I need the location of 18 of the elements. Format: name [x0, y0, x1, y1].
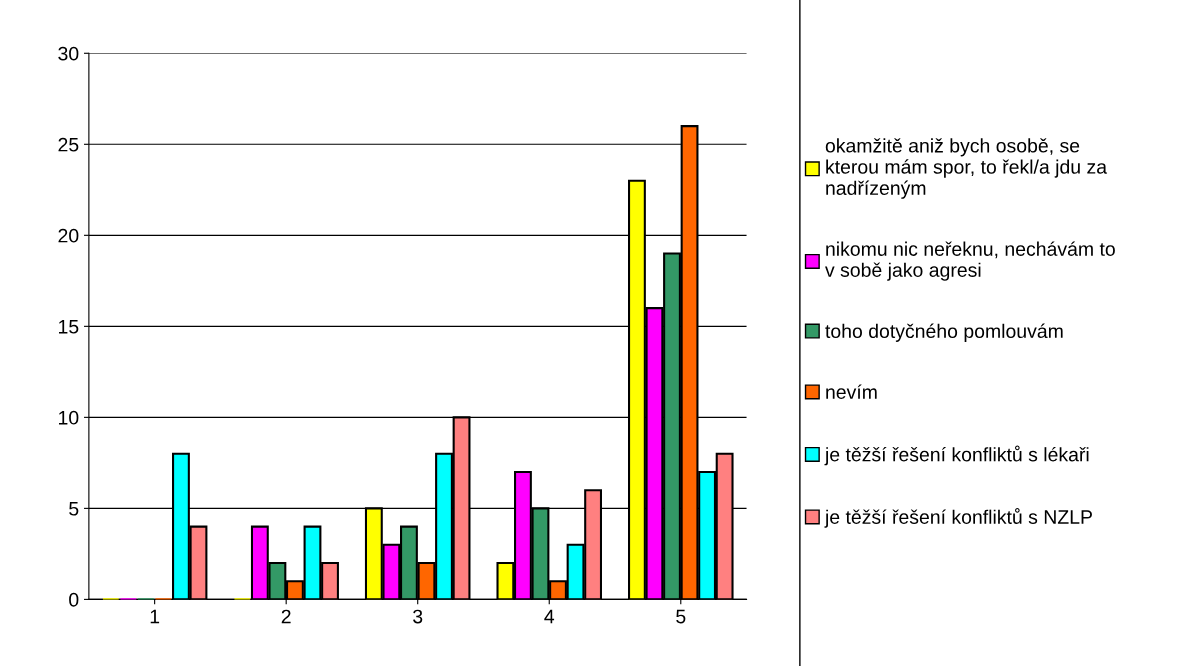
legend-label: nevím: [826, 384, 877, 399]
x-tick-label: 5: [676, 609, 686, 624]
y-tick-label: 25: [58, 137, 79, 152]
y-tick-label: 0: [69, 592, 79, 607]
x-tick-label: 2: [281, 609, 291, 624]
y-tick-label: 20: [58, 228, 79, 243]
legend-label: toho dotyčného pomlouvám: [825, 323, 1063, 342]
y-tick-label: 15: [59, 320, 79, 334]
y-tick-label: 5: [69, 502, 79, 516]
legend-label: je těžší řešení konfliktů s NZLP: [824, 508, 1092, 528]
legend-label: okamžitě aniž bych osobě, se kterou mám spor, to řekl/a jdu za nadřízeným: [825, 138, 1108, 199]
legend-label: nikomu nic neřeknu, nechávám to v sobě jako agresi: [825, 241, 1115, 281]
x-tick-label: 4: [544, 609, 555, 624]
x-tick-label: 3: [413, 609, 423, 624]
y-tick-label: 10: [59, 410, 79, 425]
legend-label: je těžší řešení konfliktů s lékaři: [824, 445, 1089, 466]
y-tick-label: 30: [58, 46, 79, 61]
x-tick-label: 1: [150, 609, 160, 624]
